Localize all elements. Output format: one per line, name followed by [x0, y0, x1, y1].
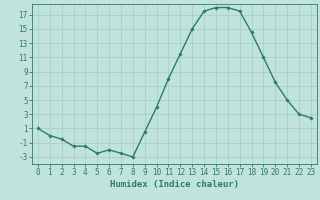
X-axis label: Humidex (Indice chaleur): Humidex (Indice chaleur) [110, 180, 239, 189]
